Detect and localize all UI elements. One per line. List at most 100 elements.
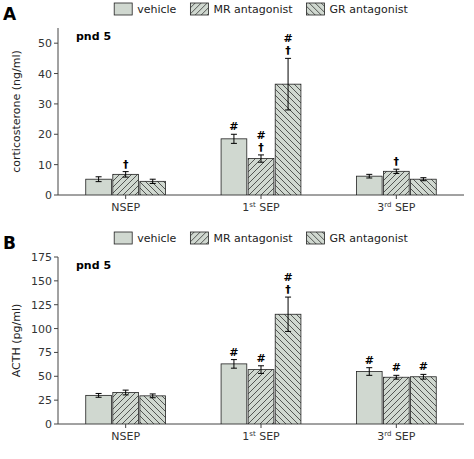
error-bar	[285, 297, 291, 331]
legend-item: GR antagonist	[307, 3, 409, 16]
error-bar	[420, 374, 426, 379]
legend-item: MR antagonist	[190, 232, 293, 245]
error-bar	[123, 172, 129, 177]
y-tick	[54, 280, 58, 281]
y-tick	[54, 304, 58, 305]
x-tick	[396, 424, 397, 428]
bar	[221, 139, 247, 195]
legend-label: GR antagonist	[330, 232, 409, 245]
bar	[113, 393, 139, 424]
y-tick	[54, 352, 58, 353]
error-bar	[150, 179, 156, 183]
legend-swatch	[114, 3, 132, 15]
legend-label: MR antagonist	[213, 232, 293, 245]
y-tick-label: 0	[45, 418, 52, 431]
error-bar	[285, 58, 291, 110]
bar	[383, 377, 409, 424]
y-tick	[54, 134, 58, 135]
x-tick-label: 3rd SEP	[377, 430, 416, 443]
y-tick-label: 125	[31, 299, 52, 312]
bar	[356, 372, 382, 424]
bar	[140, 396, 166, 424]
x-tick-label: 3rd SEP	[377, 201, 416, 214]
y-tick-label: 150	[31, 275, 52, 288]
y-tick-label: 175	[31, 251, 52, 264]
y-tick-label: 100	[31, 323, 52, 336]
annotation: #	[229, 346, 238, 359]
y-tick	[54, 424, 58, 425]
legend-swatch	[190, 3, 208, 15]
annotation: †	[285, 44, 291, 57]
annotation: #	[256, 129, 265, 142]
x-tick-label: NSEP	[111, 201, 140, 214]
y-tick	[54, 195, 58, 196]
error-bar	[96, 177, 102, 182]
legend-label: MR antagonist	[213, 3, 293, 16]
annotation: #	[365, 354, 374, 367]
error-bar	[366, 368, 372, 376]
legend-item: MR antagonist	[190, 3, 293, 16]
bar	[248, 159, 274, 195]
y-tick-label: 30	[38, 98, 52, 111]
y-tick	[54, 328, 58, 329]
figure: 01020304050corticosterone (ng/ml)NSEP1st…	[0, 0, 474, 459]
y-tick	[54, 103, 58, 104]
x-tick	[125, 424, 126, 428]
y-tick-label: 50	[38, 370, 52, 383]
annotation: #	[229, 120, 238, 133]
y-axis-line	[58, 28, 59, 195]
y-axis-label: corticosterone (ng/ml)	[10, 50, 23, 173]
panel-letter: B	[3, 233, 16, 253]
legend-item: GR antagonist	[307, 232, 409, 245]
x-tick-label: 1st SEP	[242, 201, 280, 214]
annotation: #	[283, 32, 292, 45]
y-tick	[54, 43, 58, 44]
y-tick	[54, 257, 58, 258]
legend-item: vehicle	[114, 3, 176, 16]
panel: 0255075100125150175ACTH (pg/ml)NSEP1st S…	[3, 232, 464, 443]
y-tick-label: 75	[38, 346, 52, 359]
annotation: †	[123, 158, 129, 171]
legend-label: vehicle	[137, 232, 176, 245]
annotation: †	[394, 155, 400, 168]
y-tick-label: 25	[38, 394, 52, 407]
annotation: #	[256, 352, 265, 365]
panel-letter: A	[3, 4, 17, 24]
annotation: †	[258, 141, 264, 154]
x-tick	[125, 195, 126, 199]
error-bar	[258, 366, 264, 374]
legend: vehicle MR antagonist GR antagonist	[114, 232, 408, 245]
y-tick-label: 10	[38, 159, 52, 172]
legend-label: GR antagonist	[330, 3, 409, 16]
bar	[383, 171, 409, 195]
y-tick-label: 50	[38, 37, 52, 50]
panel-label: pnd 5	[76, 30, 111, 43]
annotation: †	[285, 283, 291, 296]
y-tick-label: 20	[38, 128, 52, 141]
annotation: #	[419, 360, 428, 373]
error-bar	[258, 155, 264, 162]
panel: 01020304050corticosterone (ng/ml)NSEP1st…	[3, 3, 464, 214]
legend-swatch	[190, 232, 208, 244]
y-axis-label: ACTH (pg/ml)	[10, 304, 23, 378]
legend-item: vehicle	[114, 232, 176, 245]
error-bar	[123, 390, 129, 395]
y-tick	[54, 164, 58, 165]
y-axis-line	[58, 257, 59, 424]
bar	[356, 176, 382, 195]
panel-label: pnd 5	[76, 259, 111, 272]
x-tick	[396, 195, 397, 199]
error-bar	[420, 178, 426, 181]
error-bar	[366, 174, 372, 178]
bar	[86, 395, 112, 424]
y-tick	[54, 376, 58, 377]
bar	[411, 179, 437, 195]
bars	[86, 58, 437, 195]
annotation: #	[283, 271, 292, 284]
legend-swatch	[307, 232, 325, 244]
error-bar	[231, 134, 237, 143]
x-tick	[261, 424, 262, 428]
bar	[411, 377, 437, 424]
legend: vehicle MR antagonist GR antagonist	[114, 3, 408, 16]
legend-swatch	[307, 3, 325, 15]
